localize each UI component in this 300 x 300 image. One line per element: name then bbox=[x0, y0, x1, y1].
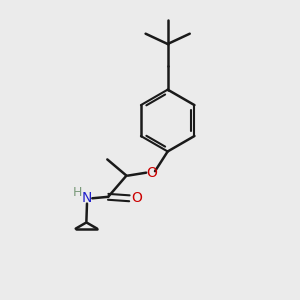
Text: N: N bbox=[82, 191, 92, 205]
Text: O: O bbox=[131, 191, 142, 205]
Text: O: O bbox=[146, 166, 157, 180]
Text: H: H bbox=[73, 187, 82, 200]
